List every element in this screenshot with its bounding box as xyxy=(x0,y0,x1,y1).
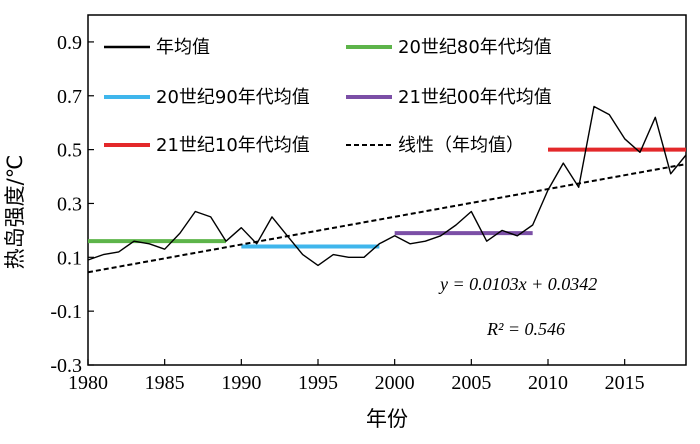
x-tick-label: 1995 xyxy=(298,372,338,394)
axis-ticks: 1980 1985 1990 1995 2000 2005 2010 2015 -0.3 -0.1… xyxy=(50,32,644,394)
x-tick-label: 2010 xyxy=(528,372,568,394)
y-tick-label: 0.1 xyxy=(57,247,82,269)
trend-r2: R² = 0.546 xyxy=(486,319,565,339)
x-tick-label: 2005 xyxy=(451,372,491,394)
x-tick-label: 1985 xyxy=(145,372,185,394)
y-tick-label: 0.9 xyxy=(57,32,82,54)
x-axis-title: 年份 xyxy=(366,407,408,431)
legend-label: 20世纪80年代均值 xyxy=(398,37,552,58)
legend-label: 21世纪00年代均值 xyxy=(398,87,552,108)
y-axis-title: 热岛强度/℃ xyxy=(3,155,27,270)
legend: 年均值 20世纪80年代均值 20世纪90年代均值 21世纪00年代均值 21世纪10年… xyxy=(104,37,552,156)
legend-label: 线性（年均值） xyxy=(398,135,524,156)
legend-label: 20世纪90年代均值 xyxy=(156,87,310,108)
chart-marks xyxy=(87,105,687,274)
trend-line xyxy=(87,163,687,274)
x-tick-label: 1980 xyxy=(68,372,108,394)
legend-label: 21世纪10年代均值 xyxy=(156,135,310,156)
x-tick-label: 2000 xyxy=(375,372,415,394)
legend-label: 年均值 xyxy=(156,37,210,58)
x-tick-label: 2015 xyxy=(605,372,645,394)
y-tick-label: 0.5 xyxy=(57,140,82,162)
y-tick-label: -0.3 xyxy=(50,355,82,377)
y-tick-label: 0.3 xyxy=(57,193,82,215)
trend-equation: y = 0.0103x + 0.0342 xyxy=(438,274,597,294)
annual-mean-line xyxy=(87,105,687,267)
y-tick-label: -0.1 xyxy=(50,301,82,323)
plot-frame xyxy=(87,14,687,366)
x-tick-label: 1990 xyxy=(221,372,261,394)
y-tick-label: 0.7 xyxy=(57,86,82,108)
